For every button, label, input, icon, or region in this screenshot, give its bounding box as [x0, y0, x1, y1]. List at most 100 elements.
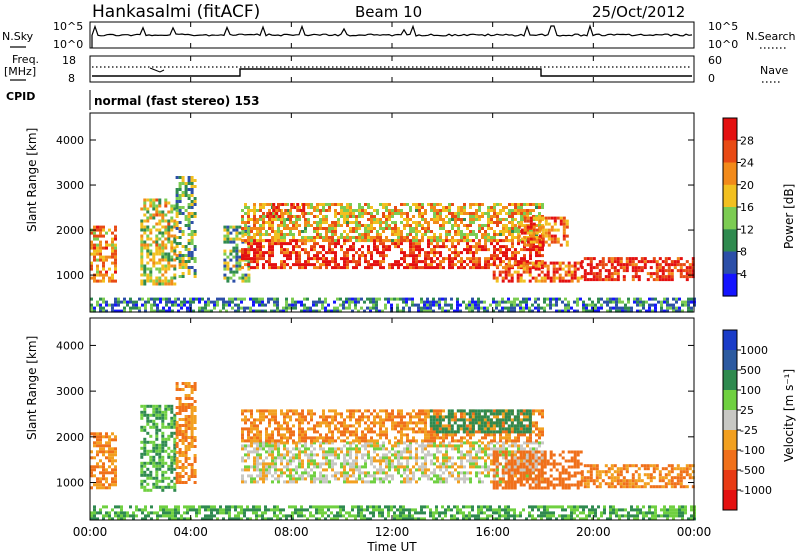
scatter-cell [534, 267, 538, 271]
scatter-cell [277, 230, 280, 233]
scatter-cell [295, 227, 298, 230]
scatter-cell [454, 251, 457, 255]
scatter-cell [409, 227, 412, 230]
scatter-cell [114, 228, 117, 232]
scatter-cell [111, 456, 114, 460]
scatter-cell [190, 182, 194, 185]
scatter-cell [349, 468, 352, 472]
scatter-cell [538, 459, 541, 463]
scatter-cell [496, 239, 499, 242]
scatter-cell [439, 441, 442, 445]
scatter-cell [288, 303, 291, 307]
scatter-cell [361, 215, 364, 218]
scatter-cell [400, 215, 403, 218]
scatter-cell [243, 309, 246, 313]
scatter-cell [409, 254, 412, 258]
scatter-cell [412, 421, 415, 425]
scatter-cell [250, 266, 253, 270]
scatter-cell [319, 263, 322, 267]
scatter-cell [654, 306, 657, 310]
scatter-cell [415, 233, 418, 236]
scatter-cell [448, 203, 451, 206]
scatter-cell [388, 465, 391, 469]
scatter-cell [451, 266, 454, 270]
scatter-cell [469, 251, 472, 255]
scatter-cell [198, 309, 201, 313]
scatter-cell [439, 263, 442, 267]
scatter-cell [562, 237, 566, 241]
scatter-cell [355, 418, 358, 422]
scatter-cell [490, 447, 493, 451]
scatter-cell [296, 215, 300, 218]
scatter-cell [454, 444, 457, 448]
scatter-cell [310, 480, 313, 484]
scatter-cell [286, 251, 289, 255]
scatter-cell [481, 233, 484, 236]
scatter-cell [382, 221, 385, 224]
scatter-cell [526, 456, 529, 460]
scatter-cell [610, 275, 614, 279]
scatter-cell [472, 459, 475, 463]
scatter-cell [438, 297, 441, 301]
scatter-cell [175, 176, 179, 179]
scatter-cell [688, 275, 692, 279]
scatter-cell [193, 203, 197, 206]
scatter-cell [492, 309, 495, 313]
scatter-cell [167, 267, 171, 271]
scatter-cell [229, 258, 233, 262]
scatter-cell [175, 430, 179, 433]
scatter-cell [630, 309, 633, 313]
scatter-cell [280, 236, 283, 239]
scatter-cell [105, 258, 108, 262]
scatter-cell [352, 474, 355, 478]
scatter-cell [354, 303, 357, 307]
scatter-cell [397, 209, 400, 212]
scatter-cell [420, 309, 423, 313]
scatter-cell [445, 239, 448, 243]
scatter-cell [114, 270, 117, 274]
scatter-cell [379, 477, 382, 481]
scatter-cell [382, 477, 385, 481]
scatter-cell [370, 257, 373, 261]
scatter-cell [322, 221, 325, 224]
scatter-cell [493, 447, 496, 451]
scatter-cell [155, 213, 159, 217]
scatter-cell [186, 300, 189, 304]
scatter-cell [114, 237, 117, 241]
scatter-cell [460, 263, 463, 267]
scatter-cell [433, 239, 436, 243]
scatter-cell [397, 266, 400, 270]
scatter-cell [319, 245, 322, 249]
scatter-cell [190, 442, 194, 445]
scatter-cell [262, 233, 265, 236]
scatter-cell [451, 239, 454, 242]
scatter-cell [517, 444, 520, 448]
scatter-cell [609, 306, 612, 310]
scatter-cell [167, 234, 171, 238]
scatter-cell [277, 218, 280, 221]
scatter-cell [469, 206, 472, 209]
scatter-cell [146, 473, 150, 477]
scatter-cell [343, 260, 346, 264]
scatter-cell [277, 456, 280, 460]
scatter-cell [256, 260, 259, 264]
scatter-cell [223, 264, 227, 268]
scatter-cell [268, 433, 271, 437]
scatter-cell [247, 257, 250, 261]
scatter-cell [504, 264, 508, 268]
scatter-cell [149, 216, 153, 220]
scatter-cell [286, 227, 289, 230]
scatter-cell [322, 453, 325, 457]
sky-panel: N.Sky 10^5 10^0 10^5 10^0 N.Search [2, 20, 796, 51]
scatter-cell [90, 468, 93, 472]
scatter-cell [501, 306, 504, 310]
scatter-cell [433, 215, 436, 218]
scatter-cell [161, 464, 165, 468]
scatter-cell [588, 297, 591, 301]
scatter-cell [376, 239, 379, 242]
scatter-cell [256, 245, 259, 249]
scatter-cell [382, 245, 385, 249]
scatter-cell [448, 254, 451, 258]
scatter-cell [589, 263, 593, 267]
scatter-cell [418, 230, 421, 233]
